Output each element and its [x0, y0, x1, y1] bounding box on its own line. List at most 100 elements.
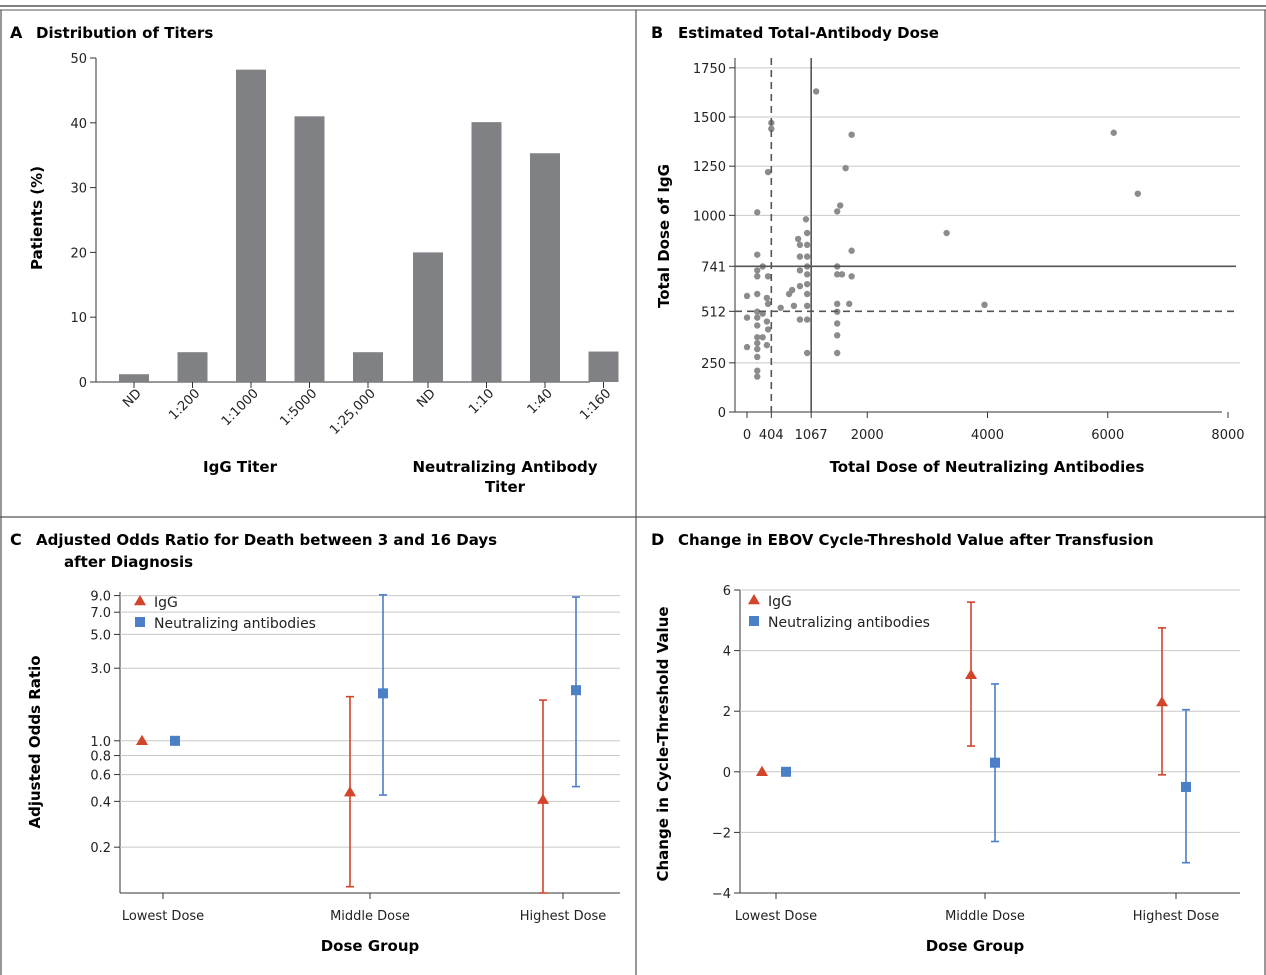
panel-b-axes: 0 250 512 741 1000 1250 1500 1750 0 404 1067 2000 40…	[693, 58, 1245, 443]
panel-a-bar	[294, 116, 325, 382]
panel-c-ytick-label: 0.8	[90, 750, 111, 765]
panel-b-point	[768, 125, 775, 132]
panel-b-point	[848, 131, 855, 138]
panel-b-point	[803, 316, 811, 323]
panel-b-point	[796, 253, 804, 260]
panel-b-point	[812, 88, 820, 95]
panel-b-point	[834, 332, 841, 339]
panel-c-title-line1: Adjusted Odds Ratio for Death between 3 …	[36, 531, 497, 549]
panel-d-legend: IgG Neutralizing antibodies	[748, 594, 930, 631]
panel-a-group-label-line1: Neutralizing Antibody	[412, 458, 597, 476]
panel-b-point	[803, 349, 811, 357]
panel-b-xtick-label: 8000	[1211, 428, 1244, 443]
panel-a-xtick-label: ND	[414, 386, 439, 411]
panel-d-igg-marker	[1156, 696, 1168, 707]
panel-b-point	[764, 273, 772, 280]
panel-d-xtick-label: Highest Dose	[1133, 909, 1220, 924]
panel-b-xlabel: Total Dose of Neutralizing Antibodies	[830, 458, 1145, 476]
panel-b-point	[981, 301, 988, 309]
panel-b-point	[754, 339, 761, 347]
panel-a-xticklabels: ND 1:200 1:1000 1:5000 1:25,000 ND 1:10 1:40 1:1…	[120, 382, 614, 438]
panel-b-point	[754, 373, 761, 380]
panel-c-ytick-label: 1.0	[90, 735, 111, 750]
panel-b-point	[754, 209, 761, 216]
panel-c-ytick-label: 9.0	[90, 590, 111, 605]
panel-a-bar	[236, 69, 266, 382]
panel-a-yaxis: 0 10 20 30 40 50	[70, 52, 590, 391]
panel-b-point	[803, 253, 811, 260]
panel-b-ytick-label: 1500	[693, 111, 726, 126]
panel-d-legend-igg-marker	[748, 594, 760, 605]
panel-c-neut-marker	[170, 735, 180, 746]
panel-b-point	[754, 290, 761, 298]
panel-d-legend-neut-marker	[749, 616, 759, 626]
panel-b-xtick-label: 6000	[1091, 428, 1124, 443]
panel-b-point	[803, 280, 811, 288]
panel-b-point	[743, 343, 751, 351]
panel-b-xtick-label: 2000	[851, 428, 884, 443]
panel-c-legend-igg-marker	[134, 595, 146, 606]
panel-c-neut-marker	[378, 688, 388, 699]
panel-d-ytick-label: −4	[712, 887, 731, 902]
panel-a-xtick-label: 1:10	[466, 386, 497, 417]
panel-a-group-label-line2: Titer	[485, 478, 526, 496]
panel-d-xtick-label: Lowest Dose	[735, 909, 817, 924]
panel-d-xtick-label: Middle Dose	[945, 909, 1025, 924]
panel-b-point	[848, 247, 855, 254]
panel-b-point	[763, 294, 771, 302]
panel-b-point	[754, 267, 761, 274]
panel-a-ytick-label: 0	[79, 376, 87, 391]
panel-b-point	[802, 216, 810, 223]
panel-b-point	[803, 271, 811, 278]
panel-a-ytick-label: 50	[70, 52, 87, 67]
panel-b-point	[846, 300, 853, 308]
panel-b-xtick-label: 1067	[795, 428, 828, 443]
panel-a-bar	[588, 351, 619, 382]
panel-c-legend: IgG Neutralizing antibodies	[134, 595, 316, 632]
panel-a-bar	[119, 374, 149, 382]
panel-d-ytick-label: 6	[723, 584, 731, 599]
panel-b-point	[754, 334, 761, 341]
panel-c-igg-marker	[344, 786, 356, 797]
panel-b-point	[834, 349, 841, 357]
panel-a-ytick-label: 30	[70, 182, 87, 197]
panel-b-point	[763, 341, 771, 349]
panel-a-xtick-label: 1:25,000	[327, 386, 379, 438]
panel-d-legend-igg-label: IgG	[768, 594, 792, 610]
panel-c-ytick-label: 0.4	[90, 795, 111, 810]
panel-a-bars	[119, 69, 619, 382]
panel-frame	[0, 5, 1266, 975]
panel-a-bar	[471, 122, 502, 382]
panel-d-neut-marker	[1181, 781, 1191, 792]
panel-c-ytick-label: 0.2	[90, 841, 111, 856]
panel-d: D Change in EBOV Cycle-Threshold Value a…	[651, 530, 1240, 955]
panel-b-point	[754, 308, 761, 315]
panel-b-letter: B	[651, 23, 663, 42]
panel-c-legend-igg-label: IgG	[154, 595, 178, 611]
panel-c-legend-neut-label: Neutralizing antibodies	[154, 616, 316, 632]
panel-b-point	[764, 168, 772, 176]
panel-b-point	[743, 292, 751, 300]
panel-c-neut-marker	[571, 685, 581, 696]
panel-b-point	[788, 286, 796, 294]
panel-b-ytick-label: 0	[718, 406, 726, 421]
panel-b-point	[834, 300, 841, 308]
panel-b-point	[834, 208, 841, 215]
panel-b-point	[790, 302, 798, 309]
panel-b-point	[777, 304, 784, 311]
panel-b-point	[796, 241, 804, 249]
panel-b-point	[754, 273, 761, 280]
panel-b-ytick-label: 250	[701, 357, 726, 372]
panel-b-point	[764, 326, 772, 333]
panel-d-title: Change in EBOV Cycle-Threshold Value aft…	[678, 531, 1154, 549]
panel-b-point	[943, 229, 950, 237]
panel-b-xtick-label: 4000	[971, 428, 1004, 443]
panel-c-letter: C	[10, 530, 22, 549]
panel-b-point	[796, 316, 804, 323]
panel-b-point	[754, 353, 761, 361]
panel-b-point	[794, 235, 802, 243]
panel-a-title: Distribution of Titers	[36, 24, 213, 42]
panel-d-ytick-label: −2	[712, 826, 731, 841]
panel-b: B Estimated Total-Antibody Dose Total Do…	[651, 23, 1245, 476]
panel-a-xtick-label: 1:1000	[219, 386, 262, 429]
